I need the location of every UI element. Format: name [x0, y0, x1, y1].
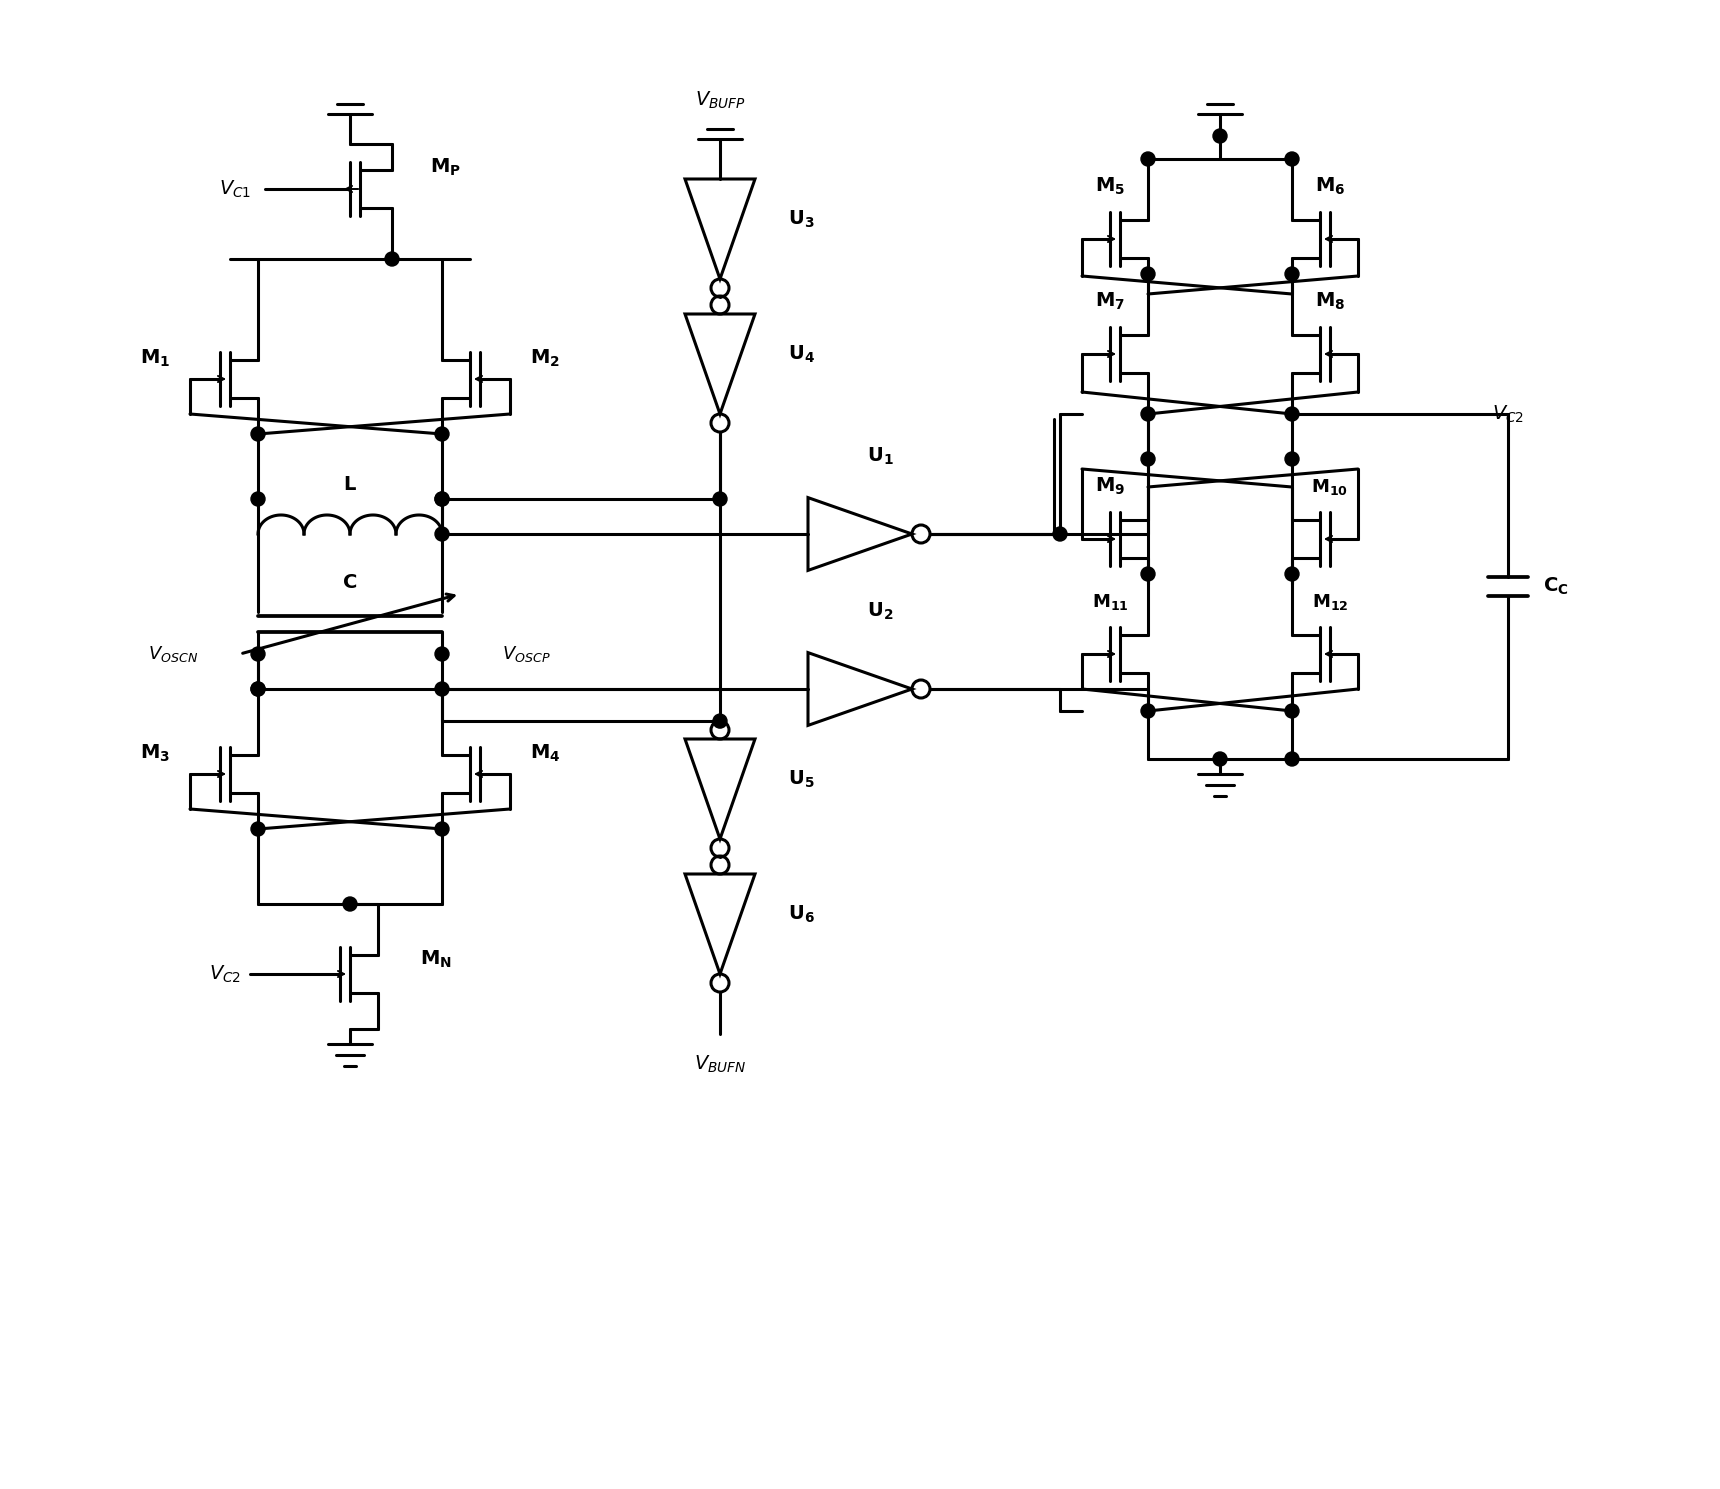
Text: $\mathbf{M_4}$: $\mathbf{M_4}$	[530, 743, 561, 764]
Circle shape	[435, 427, 449, 441]
Circle shape	[435, 682, 449, 695]
Circle shape	[435, 822, 449, 835]
Circle shape	[1140, 406, 1156, 421]
Circle shape	[1285, 567, 1299, 581]
Circle shape	[1213, 130, 1226, 143]
Text: $V_{C2}$: $V_{C2}$	[208, 963, 241, 984]
Circle shape	[435, 491, 449, 506]
Circle shape	[1285, 267, 1299, 281]
Text: $\mathbf{M_6}$: $\mathbf{M_6}$	[1314, 176, 1345, 197]
Text: $\mathbf{M_N}$: $\mathbf{M_N}$	[420, 948, 452, 969]
Circle shape	[342, 896, 358, 911]
Text: $\mathbf{M_{10}}$: $\mathbf{M_{10}}$	[1311, 476, 1348, 497]
Circle shape	[251, 682, 265, 695]
Text: $V_{C2}$: $V_{C2}$	[1491, 404, 1524, 424]
Circle shape	[435, 491, 449, 506]
Text: $V_{BUFN}$: $V_{BUFN}$	[693, 1054, 746, 1075]
Circle shape	[1140, 453, 1156, 466]
Text: $\mathbf{M_8}$: $\mathbf{M_8}$	[1314, 290, 1345, 313]
Circle shape	[435, 648, 449, 661]
Circle shape	[1285, 752, 1299, 765]
Text: $\mathbf{U_3}$: $\mathbf{U_3}$	[788, 208, 815, 229]
Text: $\mathbf{U_6}$: $\mathbf{U_6}$	[788, 904, 815, 925]
Text: $\mathbf{C_C}$: $\mathbf{C_C}$	[1543, 576, 1569, 597]
Circle shape	[251, 822, 265, 835]
Circle shape	[435, 527, 449, 541]
Text: $V_{OSCN}$: $V_{OSCN}$	[148, 645, 198, 664]
Circle shape	[1140, 567, 1156, 581]
Text: $\mathbf{M_9}$: $\mathbf{M_9}$	[1096, 475, 1125, 497]
Text: $\mathbf{M_1}$: $\mathbf{M_1}$	[139, 348, 170, 369]
Circle shape	[1140, 267, 1156, 281]
Circle shape	[251, 682, 265, 695]
Text: $\mathbf{C}$: $\mathbf{C}$	[342, 573, 358, 593]
Circle shape	[714, 491, 728, 506]
Text: $\mathbf{L}$: $\mathbf{L}$	[342, 476, 358, 494]
Circle shape	[1140, 152, 1156, 165]
Circle shape	[1213, 752, 1226, 765]
Circle shape	[251, 491, 265, 506]
Text: $V_{C1}$: $V_{C1}$	[218, 179, 251, 200]
Text: $\mathbf{M_{12}}$: $\mathbf{M_{12}}$	[1312, 593, 1348, 612]
Circle shape	[251, 648, 265, 661]
Text: $V_{BUFP}$: $V_{BUFP}$	[695, 89, 745, 112]
Text: $\mathbf{U_1}$: $\mathbf{U_1}$	[867, 445, 893, 468]
Circle shape	[1140, 704, 1156, 718]
Text: $\mathbf{M_3}$: $\mathbf{M_3}$	[139, 743, 170, 764]
Text: $\mathbf{U_5}$: $\mathbf{U_5}$	[788, 768, 815, 789]
Text: $\mathbf{M_2}$: $\mathbf{M_2}$	[530, 348, 561, 369]
Text: $\mathbf{U_4}$: $\mathbf{U_4}$	[788, 344, 815, 365]
Circle shape	[714, 715, 728, 728]
Circle shape	[1285, 406, 1299, 421]
Circle shape	[1285, 152, 1299, 165]
Text: $\mathbf{U_2}$: $\mathbf{U_2}$	[867, 600, 893, 622]
Circle shape	[1285, 704, 1299, 718]
Text: $V_{OSCP}$: $V_{OSCP}$	[502, 645, 550, 664]
Text: $\mathbf{M_{11}}$: $\mathbf{M_{11}}$	[1092, 593, 1128, 612]
Circle shape	[385, 252, 399, 267]
Circle shape	[1053, 527, 1066, 541]
Text: $\mathbf{M_5}$: $\mathbf{M_5}$	[1096, 176, 1125, 197]
Text: $\mathbf{M_7}$: $\mathbf{M_7}$	[1096, 290, 1125, 313]
Circle shape	[251, 427, 265, 441]
Circle shape	[1285, 453, 1299, 466]
Text: $\mathbf{M_P}$: $\mathbf{M_P}$	[430, 156, 461, 177]
